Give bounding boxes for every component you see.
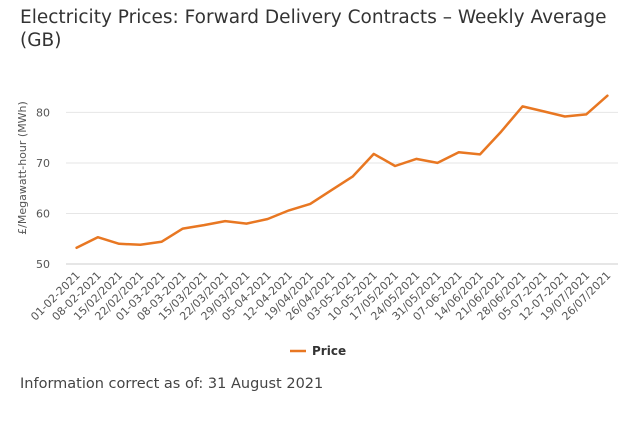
x-axis-ticks: 01-02-202108-02-202115/02/202122/02/2021… bbox=[28, 269, 613, 323]
y-axis-ticks: 50 60 70 80 bbox=[36, 106, 50, 271]
series-line-price bbox=[75, 94, 609, 250]
y-tick-label: 80 bbox=[36, 106, 50, 119]
gridlines bbox=[66, 111, 618, 214]
legend-label-price: Price bbox=[312, 344, 346, 358]
legend[interactable]: Price bbox=[290, 344, 346, 358]
footnote: Information correct as of: 31 August 202… bbox=[20, 376, 324, 392]
y-axis-label: £/Megawatt-hour (MWh) bbox=[16, 101, 29, 235]
y-tick-label: 50 bbox=[36, 258, 50, 271]
chart-title: Electricity Prices: Forward Delivery Con… bbox=[20, 7, 607, 51]
y-tick-label: 70 bbox=[36, 157, 50, 170]
y-tick-label: 60 bbox=[36, 207, 50, 220]
